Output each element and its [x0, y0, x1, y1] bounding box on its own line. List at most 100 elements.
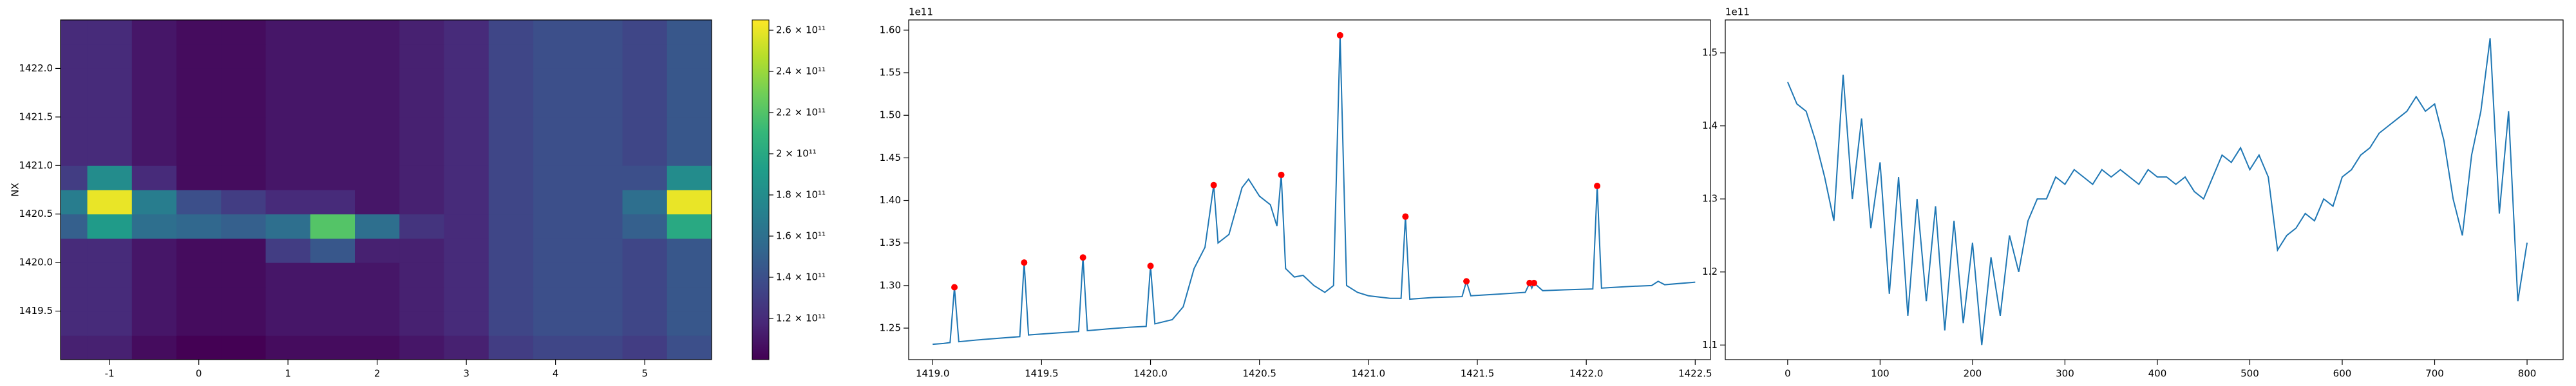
heatmap-cell — [87, 165, 133, 190]
heatmap-cell — [578, 68, 623, 93]
heatmap-cell — [355, 311, 400, 336]
heatmap-cell — [444, 68, 489, 93]
heatmap-cell — [131, 165, 177, 190]
heatmap-cell — [488, 20, 534, 45]
y-tick-label: 1419.5 — [19, 305, 53, 317]
heatmap-cell — [221, 20, 267, 45]
axis-offset-label: 1e11 — [909, 6, 933, 18]
heatmap-cell — [310, 335, 355, 360]
heatmap-cell — [399, 68, 445, 93]
heatmap-cell — [667, 335, 712, 360]
heatmap-cell — [87, 44, 133, 69]
heatmap-cell — [622, 335, 668, 360]
x-tick-label: 0 — [1785, 368, 1791, 380]
heatmap-cell — [578, 238, 623, 263]
heatmap-cell — [131, 141, 177, 166]
y-axis-label: NX — [10, 183, 21, 197]
heatmap-cell — [444, 335, 489, 360]
heatmap-cell — [176, 311, 222, 336]
heatmap-cell — [87, 238, 133, 263]
heatmap-cell — [355, 20, 400, 45]
peak-marker — [1210, 181, 1217, 188]
heatmap-cell — [399, 311, 445, 336]
heatmap-cell — [533, 93, 578, 118]
peak-marker — [1079, 254, 1086, 261]
heatmap-cell — [399, 141, 445, 166]
heatmap-cell — [399, 286, 445, 312]
heatmap-cell — [488, 262, 534, 288]
heatmap-cell — [444, 286, 489, 312]
x-tick-label: 200 — [1964, 368, 1982, 380]
y-tick-label: 1422.0 — [19, 62, 53, 74]
peak-marker — [1594, 183, 1601, 190]
heatmap-cell — [578, 116, 623, 142]
heatmap-cell — [221, 141, 267, 166]
heatmap-cell — [399, 262, 445, 288]
heatmap-cell — [667, 311, 712, 336]
data-line — [933, 35, 1696, 345]
heatmap-cell — [131, 116, 177, 142]
heatmap-cell — [265, 93, 311, 118]
heatmap-cell — [176, 68, 222, 93]
heatmap-cell — [87, 190, 133, 215]
heatmap-cell — [622, 262, 668, 288]
heatmap-cell — [667, 141, 712, 166]
heatmap-cell — [667, 165, 712, 190]
heatmap-cell — [622, 190, 668, 215]
heatmap-cell — [622, 165, 668, 190]
y-tick-label: 1.50 — [880, 109, 901, 121]
heatmap-cell — [61, 311, 88, 336]
heatmap-cell — [488, 44, 534, 69]
heatmap-cell — [444, 165, 489, 190]
heatmap-cell — [265, 68, 311, 93]
heatmap-cell — [61, 93, 88, 118]
heatmap-cell — [488, 93, 534, 118]
heatmap-cell — [310, 190, 355, 215]
heatmap-cell — [399, 116, 445, 142]
heatmap-cell — [176, 141, 222, 166]
heatmap-cell — [310, 93, 355, 118]
heatmap-cell — [399, 93, 445, 118]
heatmap-cell — [444, 44, 489, 69]
heatmap-cell — [399, 44, 445, 69]
colorbar-tick-label: 2.2 × 10¹¹ — [776, 107, 826, 118]
x-tick-label: 4 — [553, 368, 559, 380]
heatmap-cell — [221, 68, 267, 93]
heatmap-cell — [221, 214, 267, 239]
heatmap-cell — [265, 286, 311, 312]
heatmap-cell — [176, 44, 222, 69]
peak-marker — [1147, 262, 1154, 270]
heatmap-cell — [221, 311, 267, 336]
heatmap-cell — [131, 335, 177, 360]
heatmap-cell — [578, 165, 623, 190]
heatmap-cell — [176, 335, 222, 360]
heatmap-cell — [131, 262, 177, 288]
y-tick-label: 1.55 — [880, 67, 901, 78]
heatmap-cell — [533, 286, 578, 312]
heatmap-cell — [310, 141, 355, 166]
peak-marker — [1278, 171, 1285, 178]
heatmap-cell — [61, 262, 88, 288]
heatmap-cell — [444, 214, 489, 239]
heatmap-cell — [533, 165, 578, 190]
colorbar-tick-label: 2 × 10¹¹ — [776, 148, 817, 160]
heatmap-cell — [444, 116, 489, 142]
heatmap-cell — [578, 93, 623, 118]
x-tick-label: 2 — [374, 368, 381, 380]
heatmap-cell — [87, 68, 133, 93]
heatmap-cell — [667, 68, 712, 93]
heatmap-cell — [176, 262, 222, 288]
heatmap-cell — [221, 286, 267, 312]
heatmap-cell — [578, 311, 623, 336]
x-tick-label: 500 — [2240, 368, 2259, 380]
heatmap-cell — [131, 311, 177, 336]
axes-frame — [1725, 19, 2564, 360]
heatmap-cell — [310, 286, 355, 312]
heatmap-cell — [578, 214, 623, 239]
heatmap-cell — [444, 262, 489, 288]
heatmap-cell — [176, 214, 222, 239]
heatmap-cell — [61, 190, 88, 215]
y-tick-label: 1.45 — [880, 152, 901, 163]
heatmap-cell — [667, 44, 712, 69]
heatmap-cell — [622, 44, 668, 69]
